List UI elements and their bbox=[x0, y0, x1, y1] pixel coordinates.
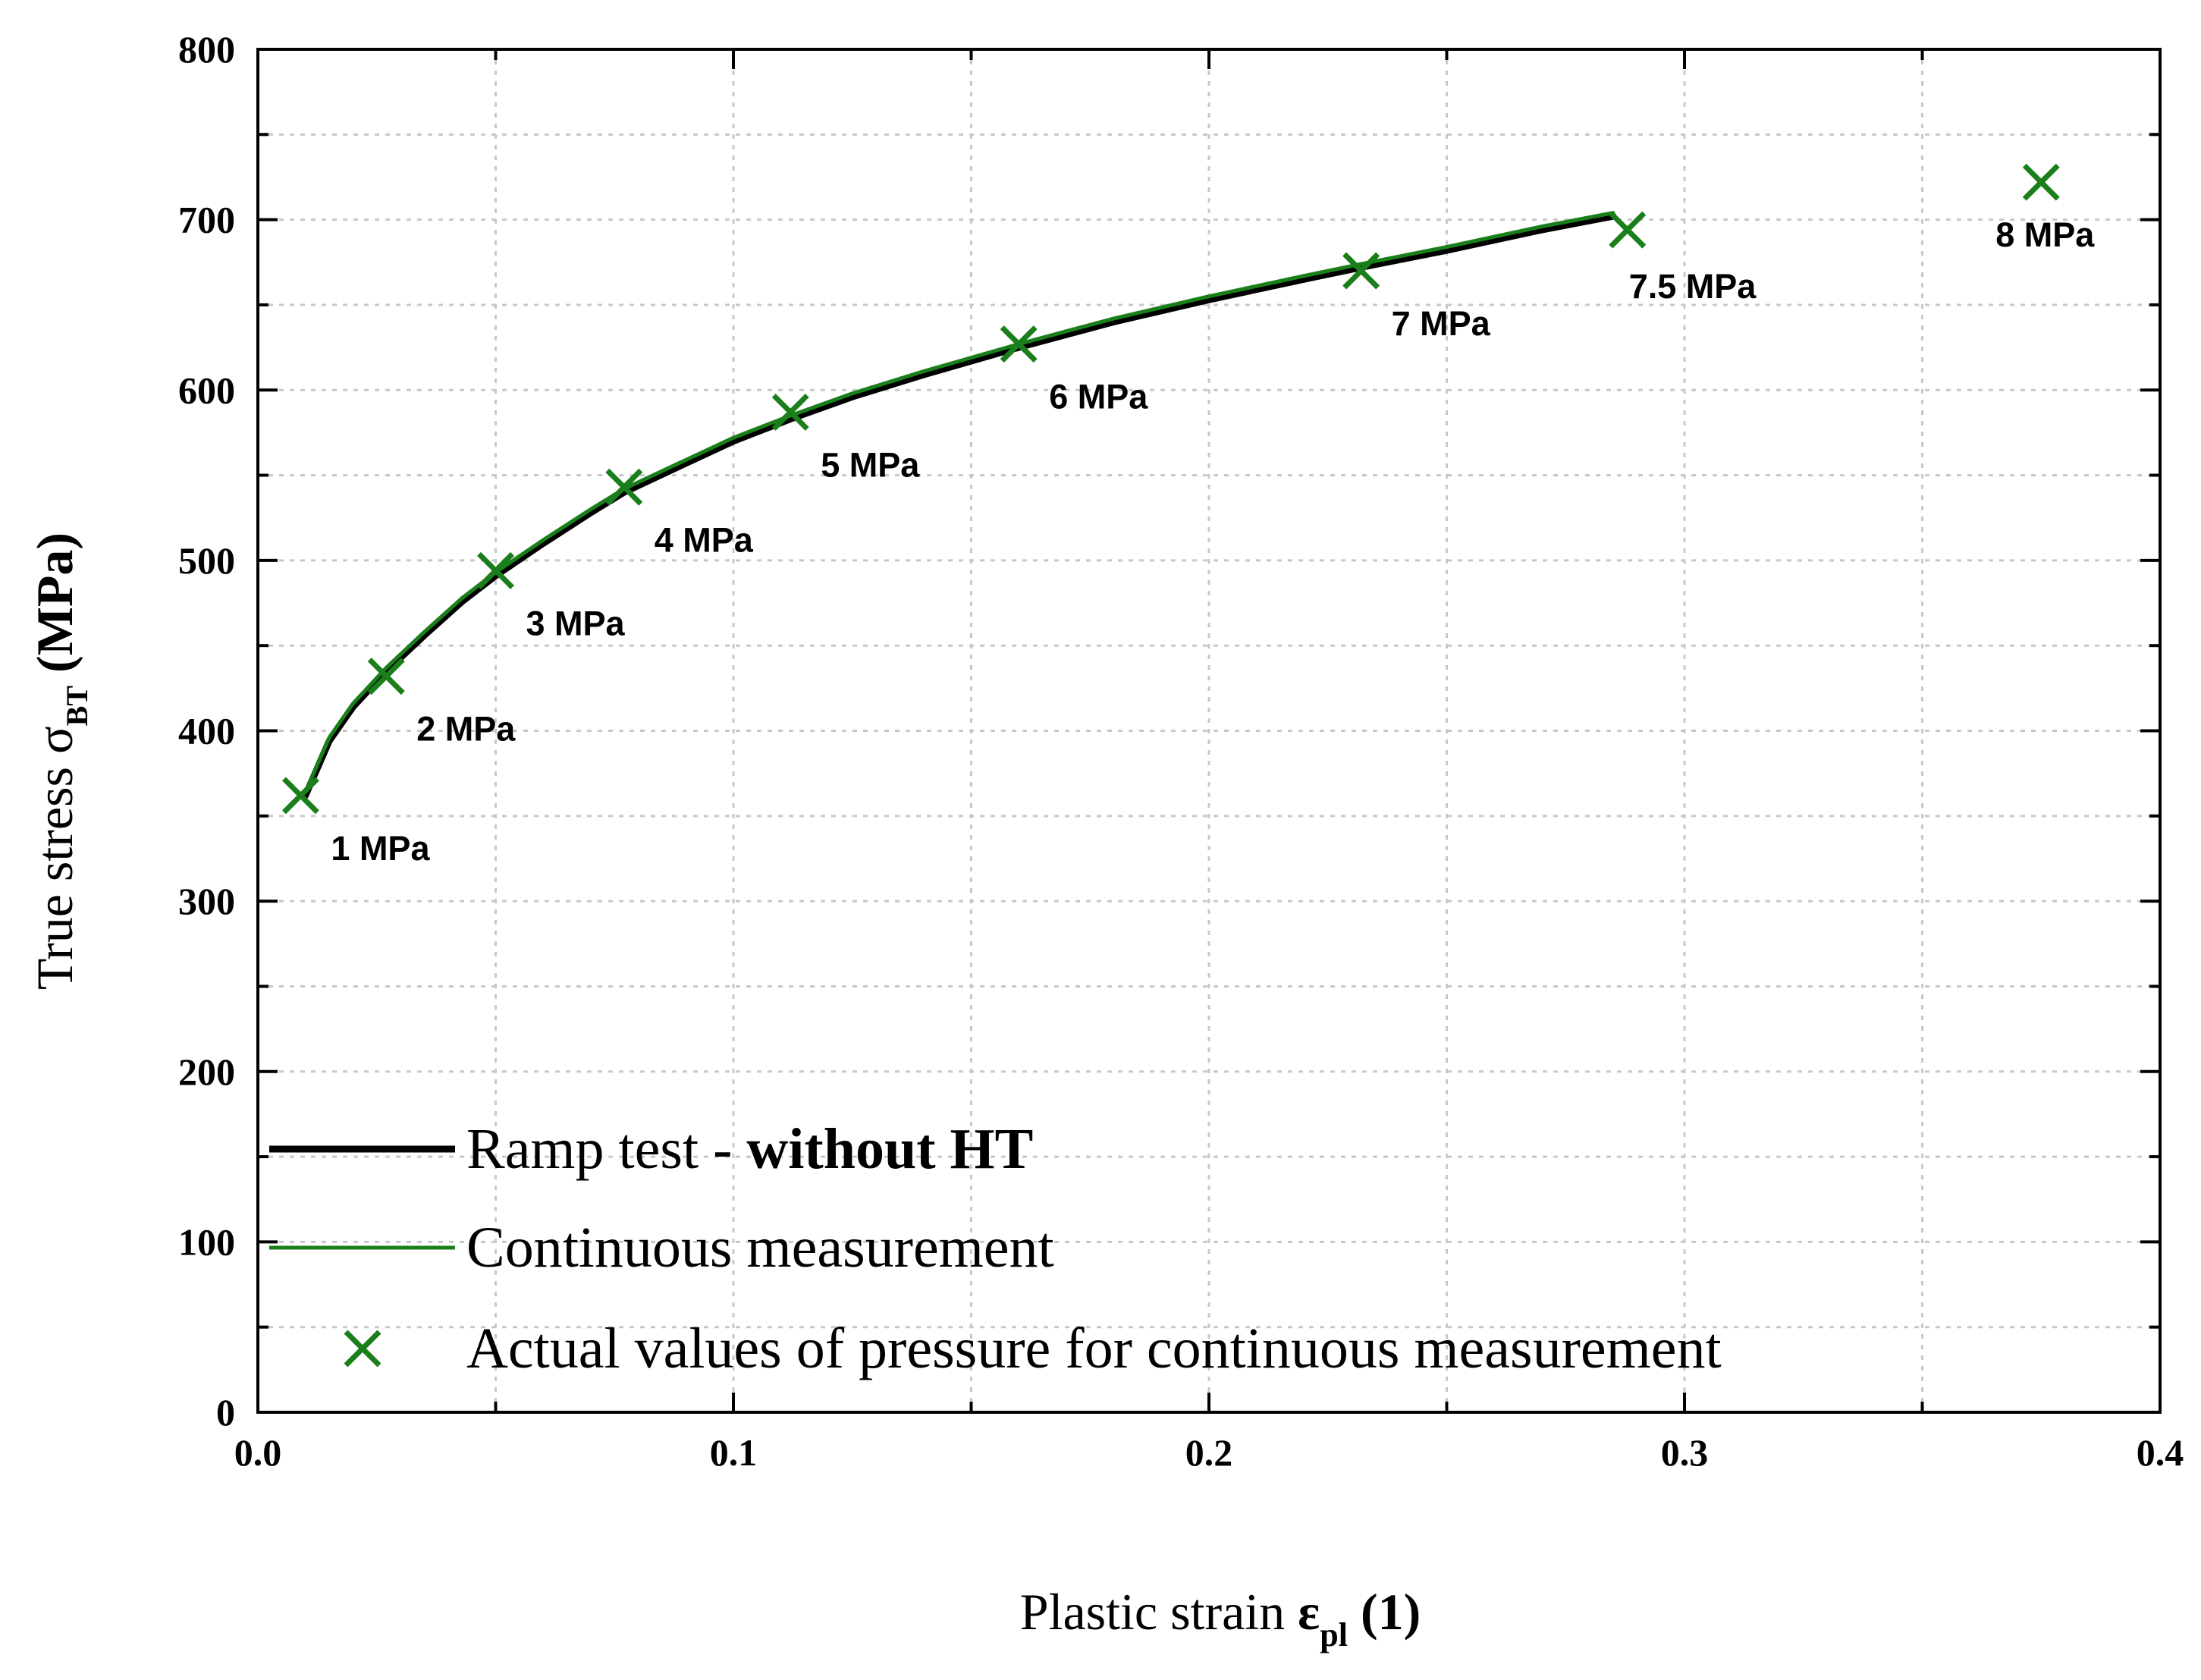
x-tick-label: 0.1 bbox=[710, 1431, 758, 1474]
legend-ramp-label-plain: Ramp test - bbox=[466, 1117, 746, 1181]
y-axis-title: True stress σBT (MPa) bbox=[26, 532, 94, 990]
y-axis-symbol: σ bbox=[26, 726, 83, 754]
y-tick-label: 600 bbox=[178, 369, 235, 411]
x-axis-title-text: Plastic strain bbox=[1020, 1583, 1298, 1641]
marker-stroke bbox=[605, 468, 643, 506]
y-tick-label: 500 bbox=[178, 539, 235, 582]
marker-stroke bbox=[1342, 252, 1380, 290]
y-tick-label: 300 bbox=[178, 880, 235, 922]
ramp-test-line bbox=[302, 212, 1617, 799]
x-axis-symbol: ε bbox=[1298, 1583, 1320, 1641]
pressure-point-marker bbox=[605, 468, 643, 506]
legend-continuous-label: Continuous measurement bbox=[466, 1216, 1054, 1280]
pressure-point-marker bbox=[367, 658, 405, 696]
y-tick-label: 0 bbox=[216, 1391, 235, 1433]
pressure-point-marker bbox=[2022, 163, 2060, 201]
pressure-label: 3 MPa bbox=[526, 604, 626, 642]
marker-stroke bbox=[1609, 211, 1647, 249]
pressure-label: 1 MPa bbox=[331, 829, 430, 868]
x-axis-title: Plastic strain εpl (1) bbox=[1020, 1583, 1421, 1653]
y-tick-label: 100 bbox=[178, 1220, 235, 1263]
legend-ramp-label: Ramp test - without HT bbox=[466, 1117, 1033, 1181]
axis-titles: Plastic strain εpl (1) True stress σBT (M… bbox=[26, 532, 1421, 1653]
x-tick-label: 0.3 bbox=[1661, 1431, 1709, 1474]
pressure-point-marker bbox=[281, 777, 319, 815]
marker-stroke bbox=[771, 393, 809, 431]
pressure-label: 7.5 MPa bbox=[1629, 267, 1757, 306]
legend: Ramp test - without HT Continuous measure… bbox=[269, 1117, 1722, 1380]
x-axis-subscript: pl bbox=[1320, 1616, 1348, 1653]
pressure-point-marker bbox=[477, 551, 514, 589]
y-axis-title-group: True stress σBT (MPa) bbox=[26, 532, 94, 990]
pressure-label: 4 MPa bbox=[655, 520, 754, 559]
x-tick-label: 0.0 bbox=[234, 1431, 282, 1474]
y-tick-label: 400 bbox=[178, 710, 235, 752]
pressure-label: 5 MPa bbox=[821, 445, 920, 484]
grid bbox=[258, 49, 2160, 1412]
y-tick-label: 200 bbox=[178, 1050, 235, 1093]
pressure-label: 6 MPa bbox=[1049, 378, 1148, 416]
legend-marker-swatch bbox=[344, 1330, 381, 1368]
x-tick-label: 0.2 bbox=[1185, 1431, 1233, 1474]
pressure-point-marker bbox=[1609, 211, 1647, 249]
pressure-point-marker bbox=[771, 393, 809, 431]
pressure-label: 8 MPa bbox=[1995, 215, 2095, 254]
y-tick-label: 700 bbox=[178, 199, 235, 241]
axes: 0.0 0.1 0.2 0.3 0.4 0 100 200 300 400 500 600 700 800 bbox=[178, 28, 2184, 1474]
legend-ramp-label-bold: without HT bbox=[746, 1117, 1033, 1181]
marker-stroke bbox=[1000, 325, 1038, 363]
pressure-point-marker bbox=[1000, 325, 1038, 363]
pressure-label: 7 MPa bbox=[1392, 304, 1491, 343]
y-tick-label: 800 bbox=[178, 28, 235, 71]
point-labels: 1 MPa 2 MPa 3 MPa 4 MPa 5 MPa 6 MPa 7 MPa 7.5 M… bbox=[331, 215, 2095, 868]
marker-stroke bbox=[477, 551, 514, 589]
y-axis-title-text: True stress bbox=[26, 754, 83, 990]
continuous-measurement-line bbox=[303, 211, 1615, 794]
x-axis-unit: (1) bbox=[1348, 1583, 1421, 1641]
y-axis-subscript: BT bbox=[60, 686, 94, 727]
marker-stroke bbox=[344, 1330, 381, 1368]
x-tick-label: 0.4 bbox=[2137, 1431, 2184, 1474]
series bbox=[281, 163, 2060, 815]
marker-stroke bbox=[281, 777, 319, 815]
legend-marker-label: Actual values of pressure for continuous… bbox=[466, 1317, 1722, 1380]
marker-stroke bbox=[367, 658, 405, 696]
marker-stroke bbox=[2022, 163, 2060, 201]
pressure-label: 2 MPa bbox=[416, 710, 516, 749]
y-axis-unit: (MPa) bbox=[26, 532, 83, 686]
pressure-point-marker bbox=[1342, 252, 1380, 290]
